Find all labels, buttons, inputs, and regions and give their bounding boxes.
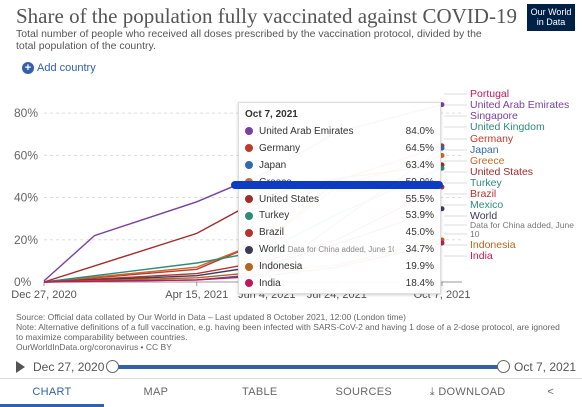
tooltip-value: 45.0%: [405, 227, 434, 239]
series-color-dot: [245, 211, 253, 220]
tab-map[interactable]: MAP: [143, 386, 169, 398]
tooltip-date: Oct 7, 2021: [245, 109, 298, 120]
y-tick-label: 40%: [14, 191, 38, 205]
legend-label: India: [470, 250, 493, 262]
share-button[interactable]: <: [520, 379, 582, 407]
tooltip-row: Indonesia 19.9%: [245, 258, 434, 275]
download-label: DOWNLOAD: [438, 386, 506, 398]
series-color-dot: [245, 161, 253, 170]
legend-label: United Kingdom: [470, 121, 545, 133]
tooltip-country: Indonesia: [259, 261, 303, 273]
legend-label: Indonesia: [470, 239, 516, 251]
tooltip-value: 19.9%: [405, 261, 434, 273]
y-tick-label: 80%: [14, 106, 38, 120]
tab-bar: CHART MAP TABLE SOURCES ⤓ DOWNLOAD <: [0, 378, 582, 407]
tooltip-row: United Arab Emirates 84.0%: [245, 123, 434, 140]
series-color-dot: [245, 195, 253, 203]
legend-label: World: [470, 210, 497, 222]
tab-download[interactable]: ⤓ DOWNLOAD: [416, 379, 520, 407]
owid-logo[interactable]: Our World in Data: [527, 4, 575, 31]
x-tick-label: Apr 15, 2021: [165, 289, 228, 301]
legend-label: Mexico: [470, 199, 503, 211]
legend-label: Data for China added, June: [470, 220, 574, 230]
tooltip-row: United States 55.5%: [245, 191, 434, 208]
download-icon: ⤓: [429, 386, 439, 398]
timeline-start-handle[interactable]: [106, 360, 119, 373]
legend-label: Turkey: [470, 177, 502, 189]
tooltip-row: Japan 63.4%: [245, 157, 434, 174]
tab-chart[interactable]: CHART: [0, 379, 104, 407]
tooltip-value: 63.4%: [405, 159, 434, 171]
series-color-dot: [245, 279, 253, 288]
y-tick-label: 20%: [14, 233, 38, 247]
tooltip-country: Brazil: [259, 227, 285, 239]
tooltip-row: India 18.4%: [245, 275, 434, 292]
tooltip-country: United States: [259, 193, 320, 205]
legend-label: Portugal: [470, 88, 509, 100]
tooltip-country: World Data for China added, June 10: [259, 244, 394, 255]
source-line: Source: Official data collated by Our Wo…: [16, 312, 406, 322]
series-color-dot: [245, 262, 253, 271]
tooltip-country: United Arab Emirates: [259, 125, 354, 137]
source-note: Source: Official data collated by Our Wo…: [16, 312, 566, 352]
timeline-track[interactable]: [112, 365, 504, 369]
play-icon[interactable]: [16, 361, 25, 373]
tooltip-note: Data for China added, June 10: [287, 245, 394, 255]
hover-highlight-bar: [231, 181, 443, 189]
url-line[interactable]: OurWorldInData.org/coronavirus • CC BY: [16, 342, 172, 352]
tooltip-row: Germany 64.5%: [245, 140, 434, 157]
legend-label: United Arab Emirates: [470, 99, 569, 111]
x-tick-label: Dec 27, 2020: [11, 289, 76, 301]
tooltip-value: 55.5%: [405, 193, 434, 205]
hover-tooltip: Oct 7, 2021 United Arab Emirates 84.0% Ge…: [238, 102, 441, 294]
legend-label: Brazil: [470, 188, 496, 200]
plus-icon: +: [22, 62, 34, 74]
y-tick-label: 60%: [14, 148, 38, 162]
chart-title: Share of the population fully vaccinated…: [16, 4, 517, 28]
tooltip-row: World Data for China added, June 10 34.7%: [245, 241, 434, 258]
tooltip-value: 84.0%: [405, 125, 434, 137]
legend-label: Greece: [470, 155, 505, 167]
legend-label: Germany: [470, 133, 514, 145]
share-icon: <: [547, 386, 555, 398]
tooltip-country: Germany: [259, 142, 301, 154]
legend-label: Japan: [470, 144, 499, 156]
legend-label: United States: [470, 166, 533, 178]
tab-table[interactable]: TABLE: [242, 386, 278, 398]
tooltip-value: 18.4%: [405, 277, 434, 289]
series-color-dot: [245, 228, 253, 237]
tooltip-value: 53.9%: [405, 210, 434, 222]
timeline-start-label: Dec 27, 2020: [33, 360, 105, 374]
tooltip-rows: United Arab Emirates 84.0% Germany 64.5% J…: [245, 123, 434, 292]
y-tick-label: 0%: [14, 275, 32, 289]
timeline[interactable]: Dec 27, 2020 Oct 7, 2021: [0, 356, 582, 376]
timeline-end-handle[interactable]: [497, 360, 510, 373]
tooltip-country: Turkey: [259, 210, 290, 222]
tooltip-value: 64.5%: [405, 142, 434, 154]
legend-label: 10: [470, 229, 480, 239]
note-line: Note: Alternative definitions of a full …: [16, 322, 560, 342]
tooltip-country: India: [259, 277, 281, 289]
series-color-dot: [245, 127, 253, 136]
legend-label: Singapore: [470, 110, 518, 122]
chart-subtitle: Total number of people who received all …: [16, 28, 482, 52]
series-color-dot: [245, 144, 253, 153]
tooltip-value: 34.7%: [405, 244, 434, 256]
tooltip-row: Turkey 53.9%: [245, 207, 434, 224]
series-color-dot: [245, 245, 253, 254]
tab-sources[interactable]: SOURCES: [335, 386, 392, 398]
add-country-button[interactable]: + Add country: [22, 62, 96, 74]
tooltip-country: Japan: [259, 159, 287, 171]
add-country-label: Add country: [37, 62, 96, 74]
tooltip-row: Brazil 45.0%: [245, 224, 434, 241]
timeline-end-label: Oct 7, 2021: [514, 360, 577, 374]
